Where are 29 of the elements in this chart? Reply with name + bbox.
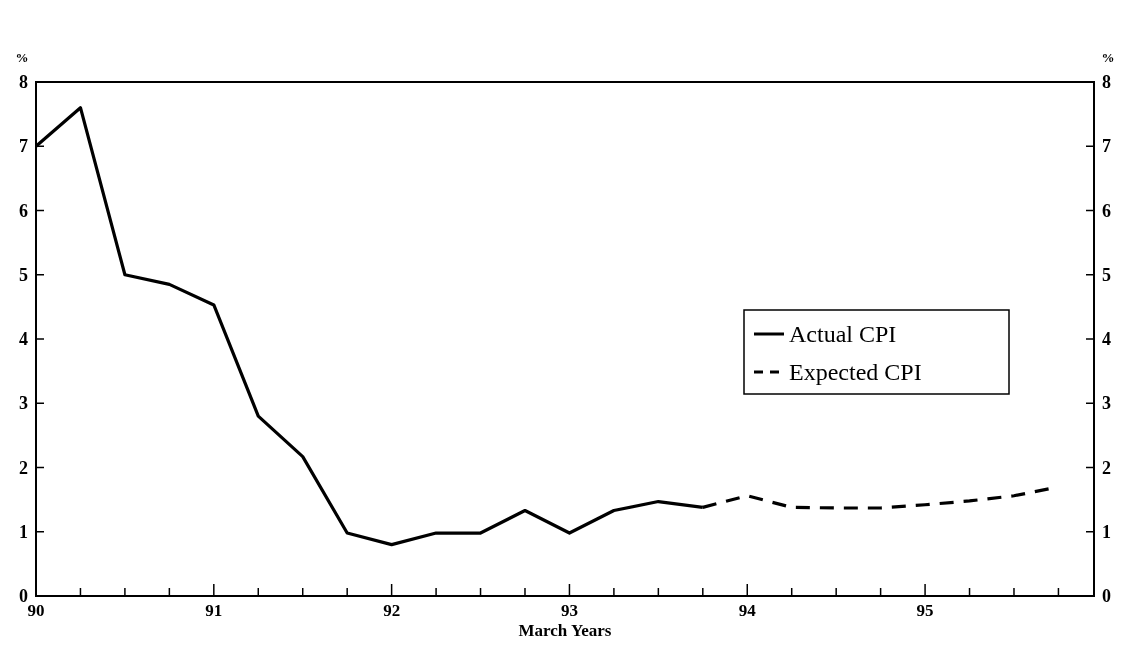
y2-tick-label: 7 [1102, 136, 1111, 157]
y-tick-label: 6 [19, 200, 28, 221]
y2-tick-label: 4 [1102, 329, 1111, 349]
y-tick-label: 2 [19, 457, 28, 478]
y2-tick-label: 0 [1102, 586, 1111, 606]
y2-tick-label: 2 [1102, 457, 1111, 478]
legend-label: Actual CPI [789, 321, 897, 347]
y2-tick-label: 5 [1102, 264, 1111, 285]
x-tick-label: 92 [383, 601, 401, 620]
y-tick-label: 7 [19, 136, 28, 157]
y-tick-label: 4 [19, 329, 28, 349]
x-tick-label: 93 [560, 601, 578, 620]
x-axis-title: March Years [518, 621, 612, 640]
y-tick-label: 1 [19, 521, 28, 542]
y-axis-title: % [15, 50, 29, 65]
y2-axis-title: % [1101, 50, 1115, 65]
y-tick-label: 8 [19, 72, 28, 92]
y2-tick-label: 6 [1102, 200, 1111, 221]
y2-tick-label: 3 [1102, 393, 1111, 414]
x-tick-label: 95 [916, 601, 934, 620]
x-tick-label: 94 [738, 601, 757, 620]
y2-tick-label: 8 [1102, 72, 1111, 92]
y-tick-label: 5 [19, 264, 28, 285]
x-tick-label: 90 [27, 601, 45, 620]
x-tick-label: 91 [205, 601, 223, 620]
y2-tick-label: 1 [1102, 521, 1111, 542]
y-tick-label: 3 [19, 393, 28, 414]
legend-label: Expected CPI [789, 359, 922, 385]
y-tick-label: 0 [19, 586, 28, 606]
